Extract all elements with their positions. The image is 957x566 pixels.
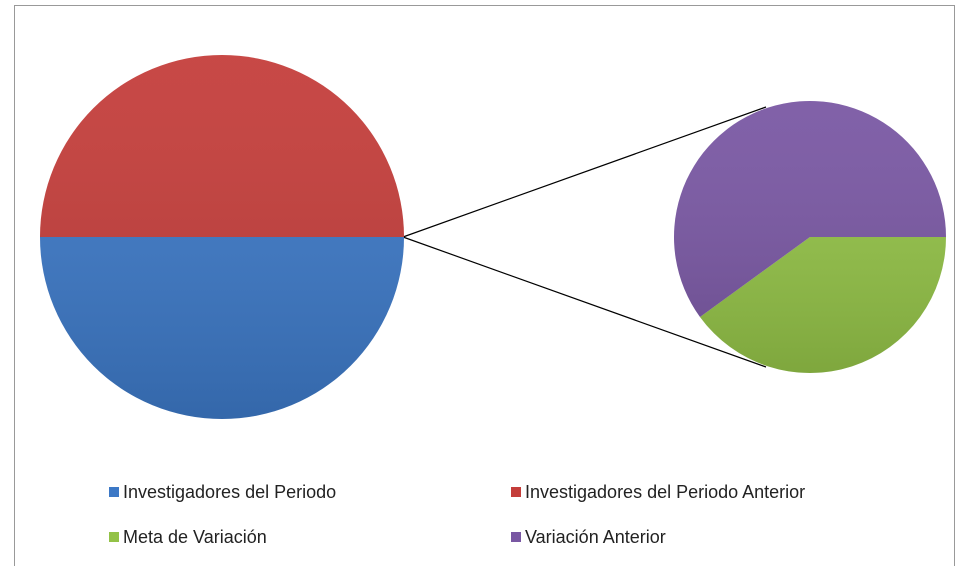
- legend-swatch: [511, 487, 521, 497]
- legend-swatch: [511, 532, 521, 542]
- legend-label: Variación Anterior: [525, 527, 666, 547]
- legend-label: Investigadores del Periodo: [123, 482, 336, 502]
- legend-label: Meta de Variación: [123, 527, 267, 547]
- legend-swatch: [109, 487, 119, 497]
- legend-label: Investigadores del Periodo Anterior: [525, 482, 805, 502]
- legend-swatch: [109, 532, 119, 542]
